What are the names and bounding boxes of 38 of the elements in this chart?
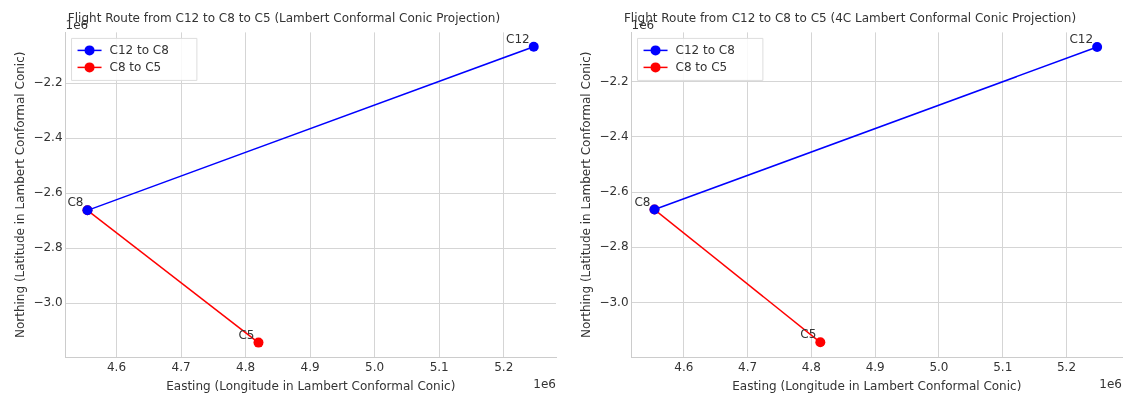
x-tick-label: 5.2 [1056,359,1077,374]
x-tick-label: 4.7 [738,359,758,374]
x-tick-label: 5.2 [494,359,514,374]
text: 1e6 [1099,377,1122,392]
y-tick-label: −2.2 [599,73,629,88]
y-tick-label: −2.8 [599,239,629,254]
x-axis-title: Easting (Longitude in Lambert Conformal Conic) [732,378,1022,393]
x-tick-label: 5.0 [929,359,949,374]
x-tick-label: 4.9 [300,359,320,374]
x-tick-label: 5.0 [365,359,385,374]
x-tick-label: 5.1 [993,359,1013,374]
legend-label: C12 to C8 [109,42,169,57]
y-axis-title: Northing (Latitude in Lambert Conformal Conic) [579,51,594,339]
x-tick-label: 4.9 [865,359,885,374]
annotation: C12 [1069,32,1094,47]
x-tick-label: 4.7 [171,359,191,374]
x-tick-label: 4.8 [801,359,821,374]
y-tick-label: −2.6 [33,185,63,200]
y-tick-label: −2.4 [599,129,629,144]
y-axis-title: Northing (Latitude in Lambert Conformal Conic) [13,51,28,339]
annotation: C12 [506,31,530,46]
y-tick-label: −2.2 [33,75,63,90]
legend-label: C8 to C5 [109,59,162,74]
y-tick-label: −2.6 [599,184,629,199]
annotation: C8 [634,194,651,209]
text: 1e6 [533,377,556,392]
y-tick-label: −3.0 [33,295,63,310]
x-tick-label: 4.6 [106,359,127,374]
x-tick-label: 5.1 [429,359,449,374]
y-tick-label: −2.8 [33,240,63,255]
x-tick-label: 4.8 [236,359,256,374]
y-tick-label: −3.0 [599,294,629,309]
x-axis-title: Easting (Longitude in Lambert Conformal Conic) [166,378,456,393]
legend-label: C12 to C8 [675,42,735,57]
x-tick-label: 4.6 [674,359,694,374]
legend-label: C8 to C5 [675,59,728,74]
y-tick-label: −2.4 [33,130,63,145]
annotation: C8 [67,195,84,210]
